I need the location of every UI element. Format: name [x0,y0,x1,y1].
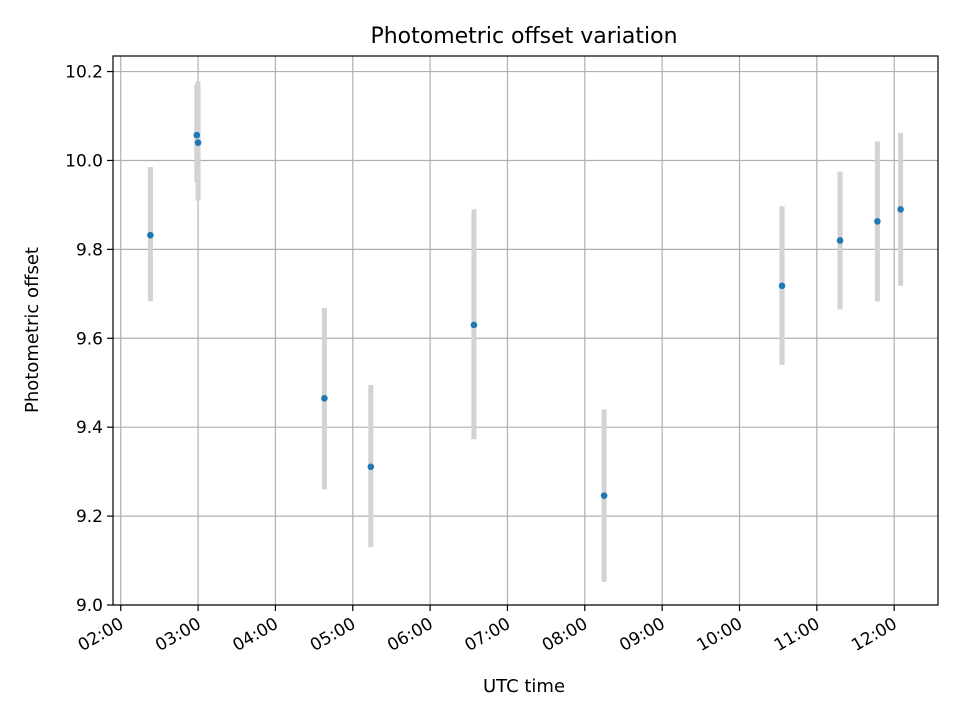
x-axis-ticks: 02:00 03:00 04:00 05:00 06:00 07:00 08:00 09:00… [75,605,901,656]
x-tick-label: 05:00 [307,614,359,656]
data-point [897,206,904,213]
x-tick-label: 11:00 [771,614,823,656]
data-point [147,231,154,239]
y-tick-label: 9.0 [76,596,103,616]
y-tick-label: 9.2 [76,507,103,527]
data-point [874,218,881,225]
data-point [367,463,375,471]
data-point [778,282,786,290]
y-axis-label: Photometric offset [22,247,43,413]
x-tick-label: 10:00 [694,614,746,656]
y-tick-label: 9.4 [76,418,103,438]
data-point [600,492,608,499]
x-tick-label: 02:00 [75,614,127,656]
data-points [147,131,904,499]
x-tick-label: 03:00 [152,614,204,656]
x-tick-label: 06:00 [384,614,436,656]
data-point [321,394,328,402]
data-point [470,321,478,329]
x-axis-label: UTC time [483,676,565,697]
x-tick-label: 09:00 [616,614,668,656]
chart-title: Photometric offset variation [370,24,677,49]
grid-lines [113,56,938,606]
x-tick-label: 04:00 [229,614,281,656]
y-tick-label: 9.8 [76,240,103,260]
plot-frame [112,55,939,606]
y-tick-label: 10.2 [65,63,103,83]
x-tick-label: 07:00 [462,614,514,656]
x-tick-label: 08:00 [539,614,591,656]
y-tick-label: 10.0 [65,151,103,171]
error-bars [147,81,904,582]
x-tick-label: 12:00 [848,614,900,656]
data-point [836,237,844,244]
y-tick-label: 9.6 [76,329,103,349]
data-point [194,139,202,146]
data-point [193,131,201,139]
y-axis-ticks: 9.0 9.2 9.4 9.6 9.8 10.0 10.2 [65,63,113,616]
